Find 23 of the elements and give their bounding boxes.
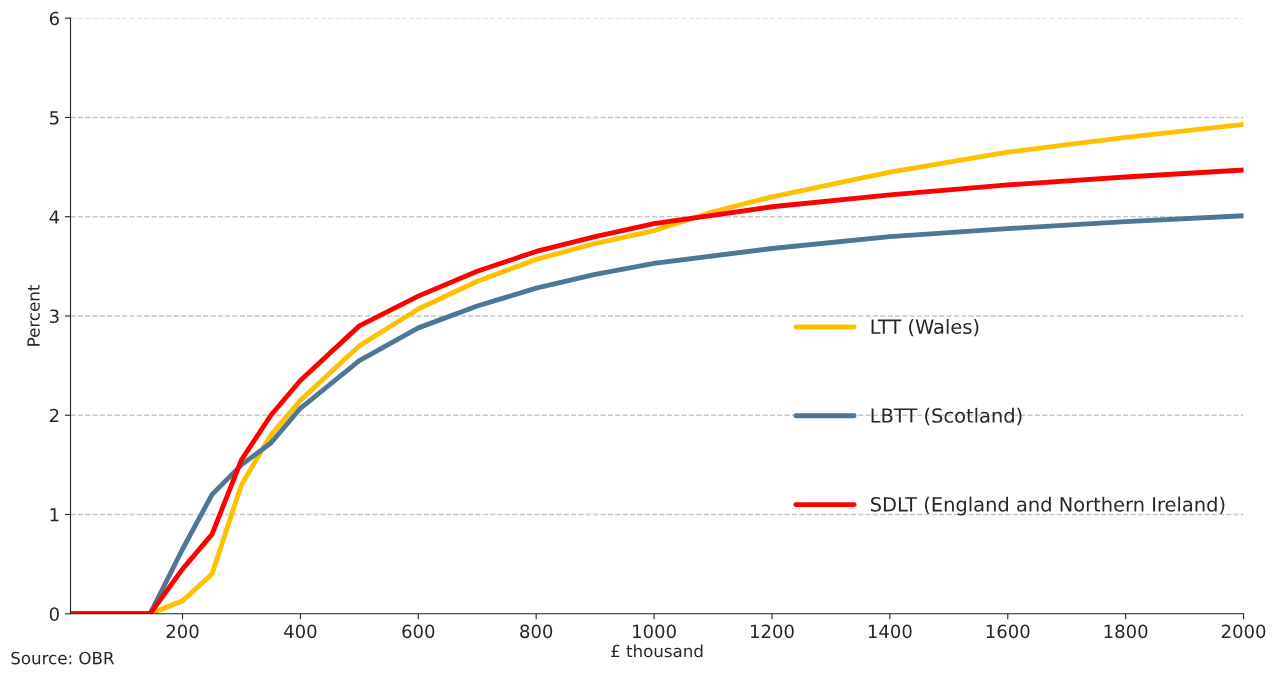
legend-label: LTT (Wales) xyxy=(871,319,979,337)
x-tick-label: 1400 xyxy=(868,624,912,639)
x-tick-label: 200 xyxy=(166,624,199,639)
y-tick-label: 2 xyxy=(49,408,59,423)
x-tick-label: 800 xyxy=(520,624,553,639)
y-tick-label: 6 xyxy=(49,11,59,26)
x-tick-label: 2000 xyxy=(1221,624,1266,639)
x-axis-title: £ thousand xyxy=(611,644,703,658)
x-tick-label: 600 xyxy=(402,624,435,639)
legend-label: LBTT (Scotland) xyxy=(871,407,1022,426)
x-tick-label: 1800 xyxy=(1104,624,1148,639)
y-tick-label: 3 xyxy=(49,309,59,324)
y-tick-label: 1 xyxy=(50,508,59,522)
x-tick-label: 1000 xyxy=(633,624,676,639)
source-note: Source: OBR xyxy=(11,651,115,665)
y-tick-label: 5 xyxy=(50,111,59,125)
y-axis-title: Percent xyxy=(27,285,40,346)
y-tick-label: 0 xyxy=(49,607,59,621)
legend-label: SDLT (England and Northern Ireland) xyxy=(870,496,1225,516)
y-tick-label: 4 xyxy=(49,210,60,224)
x-tick-label: 1600 xyxy=(986,624,1030,639)
x-tick-label: 1200 xyxy=(750,624,794,639)
x-tick-label: 400 xyxy=(284,624,317,639)
